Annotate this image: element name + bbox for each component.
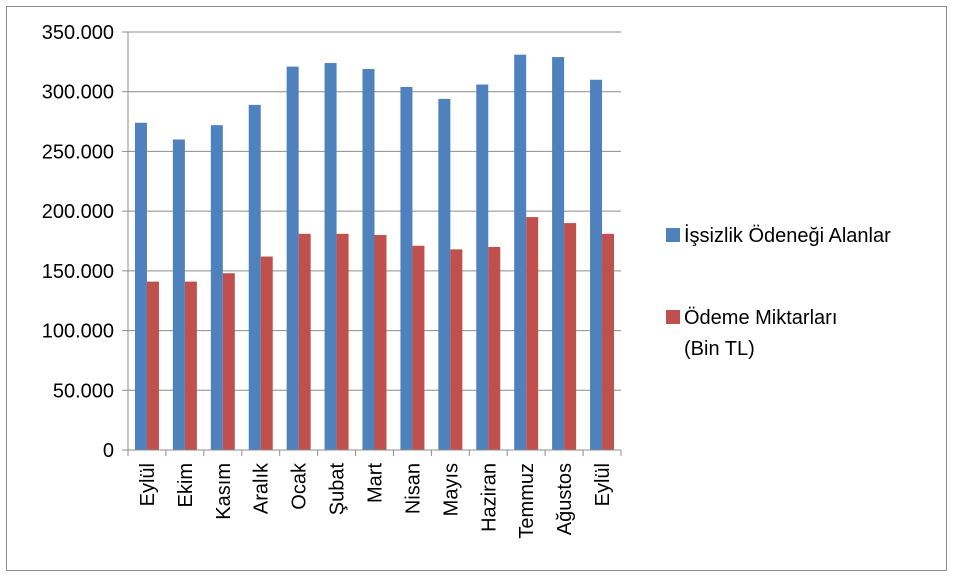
x-tick-label: Eylül (137, 463, 159, 506)
y-tick-label: 300.000 (42, 82, 114, 104)
x-tick-label: Mayıs (440, 463, 462, 516)
y-tick-label: 100.000 (42, 321, 114, 343)
bar-odeme-miktarlari (602, 233, 615, 450)
x-tick-label: Haziran (478, 463, 500, 532)
x-tick-label: Kasım (213, 463, 235, 520)
bar-issizlik-odenegi-alanlar (476, 84, 489, 450)
bar-issizlik-odenegi-alanlar (324, 63, 337, 451)
x-tick-label: Eylül (592, 463, 614, 506)
bar-odeme-miktarlari (488, 246, 501, 450)
y-axis-labels: 0 50.000 100.000 150.000 200.000 250.000 300.0… (42, 22, 114, 462)
bar-issizlik-odenegi-alanlar (552, 57, 565, 450)
bar-odeme-miktarlari (146, 281, 159, 450)
x-tick-label: Mart (365, 463, 387, 503)
bar-odeme-miktarlari (564, 223, 577, 450)
bar-issizlik-odenegi-alanlar (248, 104, 261, 450)
bar-issizlik-odenegi-alanlar (438, 98, 451, 450)
bar-issizlik-odenegi-alanlar (514, 54, 527, 450)
legend-label: Ödeme Miktarları (684, 307, 837, 329)
bar-odeme-miktarlari (222, 273, 235, 450)
bar-odeme-miktarlari (260, 256, 273, 450)
y-tick-label: 350.000 (42, 22, 114, 44)
x-tick-label: Aralık (251, 462, 273, 514)
y-tick-label: 150.000 (42, 261, 114, 283)
bar-issizlik-odenegi-alanlar (210, 125, 223, 450)
legend-swatch (666, 310, 680, 324)
bar-issizlik-odenegi-alanlar (400, 86, 413, 451)
axes (122, 31, 622, 456)
x-axis-labels: Eylül Ekim Kasım Aralık Ocak Şubat Mart Nisan Ma… (137, 462, 614, 539)
x-tick-label: Ocak (289, 462, 311, 510)
y-tick-label: 0 (103, 440, 114, 462)
bars (134, 54, 615, 451)
bar-odeme-miktarlari (412, 245, 425, 450)
bar-issizlik-odenegi-alanlar (172, 139, 185, 450)
x-tick-label: Şubat (327, 463, 349, 516)
bar-odeme-miktarlari (374, 235, 387, 450)
legend-swatch (666, 228, 680, 242)
bar-issizlik-odenegi-alanlar (362, 69, 375, 450)
x-tick-label: Ağustos (554, 463, 576, 535)
bar-odeme-miktarlari (526, 217, 539, 450)
bar-odeme-miktarlari (298, 233, 311, 450)
y-tick-label: 200.000 (42, 201, 114, 223)
legend-label: İşsizlik Ödeneği Alanlar (684, 224, 891, 247)
bar-issizlik-odenegi-alanlar (286, 66, 299, 451)
x-tick-label: Ekim (175, 463, 197, 507)
legend: İşsizlik Ödeneği Alanlar Ödeme Miktarları… (666, 224, 891, 360)
bar-issizlik-odenegi-alanlar (590, 79, 603, 451)
bar-odeme-miktarlari (336, 233, 349, 450)
y-tick-label: 50.000 (53, 380, 114, 402)
bar-odeme-miktarlari (184, 281, 197, 450)
bar-odeme-miktarlari (450, 249, 463, 450)
legend-label: (Bin TL) (684, 338, 755, 360)
x-tick-label: Temmuz (516, 463, 538, 539)
x-tick-label: Nisan (402, 463, 424, 514)
bar-issizlik-odenegi-alanlar (134, 122, 147, 450)
y-tick-label: 250.000 (42, 141, 114, 163)
